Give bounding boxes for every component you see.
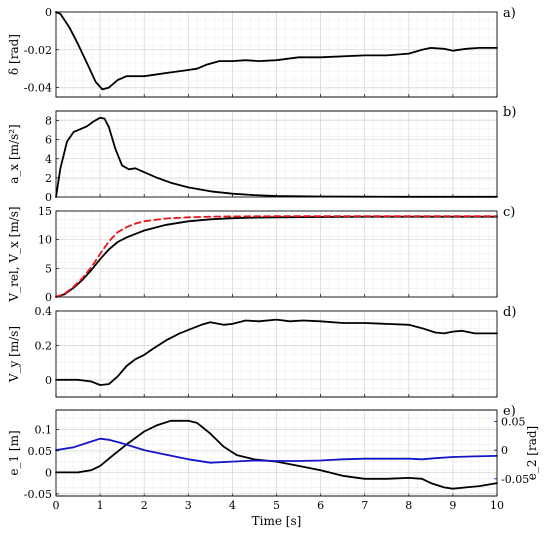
x-tick-label: 1 xyxy=(97,499,104,512)
y-axis-label: a_x [m/s²] xyxy=(7,124,21,184)
x-tick-label: 5 xyxy=(273,499,280,512)
y-tick-label: 0 xyxy=(45,374,52,387)
x-axis-label: Time [s] xyxy=(252,514,302,528)
y-tick-label: 0 xyxy=(45,466,52,479)
plot-frame xyxy=(55,110,498,198)
y-tick-label: 0 xyxy=(45,191,52,204)
y-tick-label: 0 xyxy=(45,291,52,304)
plot-frame xyxy=(55,409,498,497)
panel-e: 0.10.050-0.050.050-0.050 1 2 3 4 5 6 7 8 9 10Time … xyxy=(24,404,529,528)
y-axis-label: e_1 [m] xyxy=(7,430,21,475)
plot-frame xyxy=(55,210,498,298)
panel-label: d) xyxy=(503,305,516,320)
x-tick-label: 8 xyxy=(405,499,412,512)
x-tick-label: 10 xyxy=(490,499,504,512)
y-tick-label: 2 xyxy=(45,172,52,185)
y-tick-label: 8 xyxy=(45,115,52,128)
series-line-2 xyxy=(55,437,498,464)
x-tick-label: 2 xyxy=(141,499,148,512)
x-tick-label: 9 xyxy=(449,499,456,512)
panel-b: 0 2 4 6 8 b) xyxy=(45,105,516,204)
y2-tick-label: 0.05 xyxy=(501,415,526,428)
y2-tick-label: 0 xyxy=(501,444,508,457)
y-tick-label: 5 xyxy=(45,262,52,275)
y2-tick-label: -0.05 xyxy=(501,473,529,486)
series-line-1 xyxy=(55,215,498,298)
y-tick-label: 10 xyxy=(38,234,52,247)
y-tick-label: 0.2 xyxy=(35,339,53,352)
y-tick-label: 4 xyxy=(45,153,52,166)
series-line-1 xyxy=(55,318,498,386)
plot-frame xyxy=(55,11,498,98)
y-tick-label: 0.1 xyxy=(35,423,53,436)
y-tick-label: -0.02 xyxy=(24,44,52,57)
panel-label: b) xyxy=(503,105,516,120)
series-line-1 xyxy=(55,419,498,490)
series-line-1 xyxy=(55,116,498,198)
y-tick-label: -0.04 xyxy=(24,82,52,95)
plot-frame xyxy=(55,310,498,398)
y-tick-label: 6 xyxy=(45,134,52,147)
panel-label: a) xyxy=(503,6,516,21)
y-tick-label: 15 xyxy=(38,205,52,218)
series-line-2 xyxy=(55,215,498,298)
panel-label: c) xyxy=(503,205,515,220)
panel-c: 0 5 10 15 c) xyxy=(38,205,515,304)
x-tick-label: 0 xyxy=(53,499,60,512)
y2-axis-label: e_2 [rad] xyxy=(525,426,539,481)
panel-d: 0 0.2 0.4 d) xyxy=(35,305,516,398)
y-axis-label: V_y [m/s] xyxy=(7,326,21,383)
y-tick-label: -0.05 xyxy=(24,488,52,501)
x-tick-label: 4 xyxy=(229,499,236,512)
y-tick-label: 0.4 xyxy=(35,305,53,318)
y-tick-label: 0.05 xyxy=(28,445,53,458)
series-line-1 xyxy=(55,11,498,91)
y-tick-label: 0 xyxy=(45,6,52,19)
panel-label: e) xyxy=(503,404,516,419)
y-axis-label: V_rel, V_x [m/s] xyxy=(7,206,21,302)
x-tick-label: 3 xyxy=(185,499,192,512)
panel-a: 0 -0.02 -0.04 a) xyxy=(24,6,516,98)
x-tick-label: 6 xyxy=(317,499,324,512)
y-axis-label: δ [rad] xyxy=(7,34,21,75)
x-tick-label: 7 xyxy=(361,499,368,512)
